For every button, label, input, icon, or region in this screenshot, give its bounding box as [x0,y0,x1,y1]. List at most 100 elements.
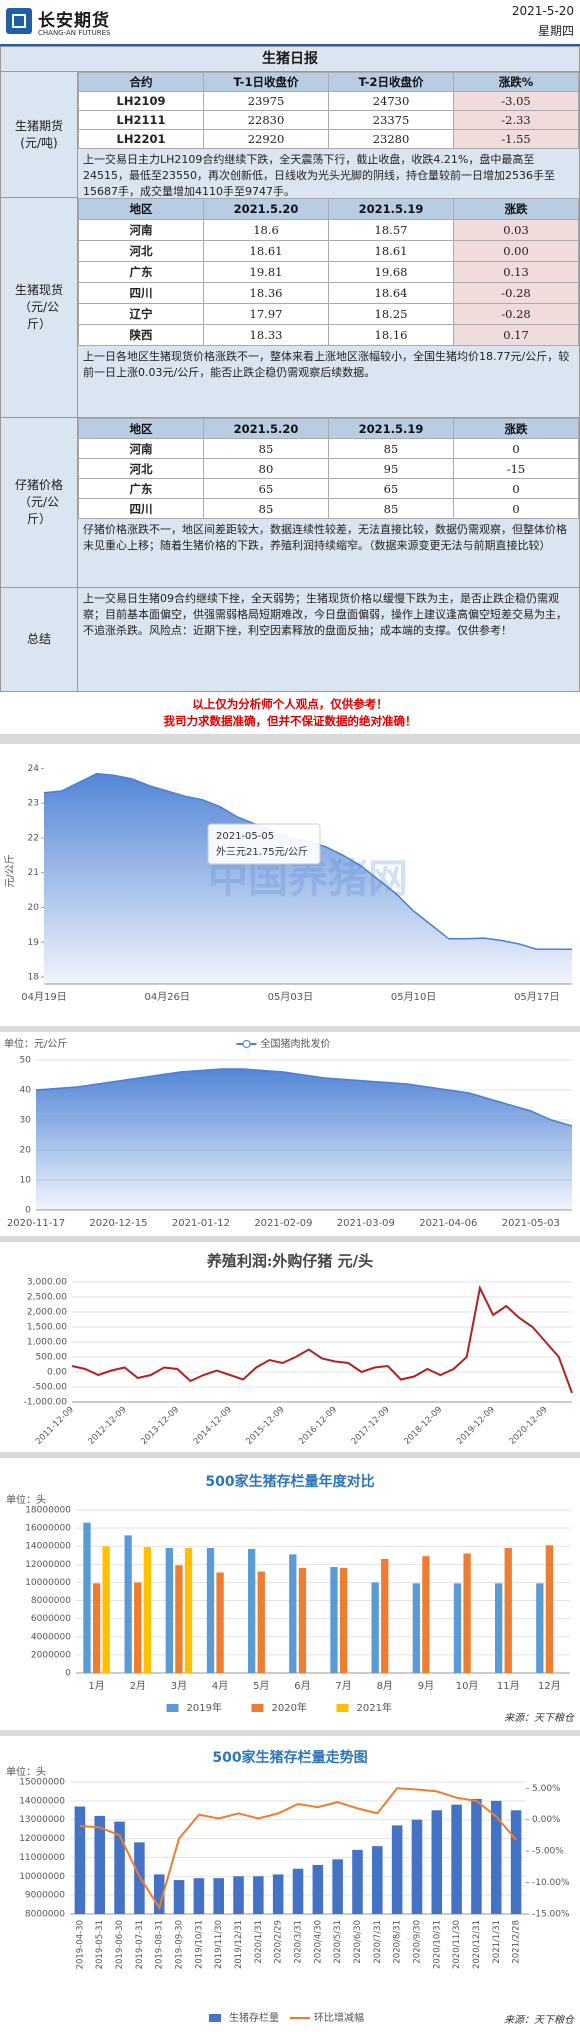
cell: 18.61 [203,240,329,262]
section-label: 生猪现货 （元/公 斤） [1,198,78,417]
row-label: LH2201 [78,129,204,149]
x-tick-label: 2021/2/28 [512,1920,522,1964]
cell: 0 [453,498,579,519]
cell: -0.28 [453,282,579,304]
tooltip-text: 外三元21.75元/公斤 [216,846,308,858]
x-tick-label: 2020/3/31 [294,1920,304,1964]
x-tick-label: 05月17日 [514,991,559,1003]
x-tick-label: 7月 [335,1680,351,1692]
column-header: T-1日收盘价 [203,72,329,92]
table-row: LH2201 22920 23280 -1.55 [78,129,579,149]
row-label: LH2109 [78,91,204,111]
bar [494,1583,503,1673]
y-tick-label: 18000000 [25,1506,71,1516]
y-tick-label: 13000000 [19,1815,65,1825]
table-row: 河南 18.6 18.57 0.03 [78,219,579,241]
column-header: 2021.5.20 [203,418,329,439]
x-tick-label: 2019-08-31 [155,1920,165,1969]
column-header: T-2日收盘价 [328,72,454,92]
y-tick-label: 18 [28,973,40,983]
bar [422,1556,430,1673]
x-tick-label: 2020/5/31 [333,1920,343,1964]
chart-title: 养殖利润:外购仔猪 元/头 [206,1252,373,1270]
x-tick-label: 6月 [294,1680,310,1692]
y-tick-label: 500.00 [36,1353,68,1363]
column-header: 涨跌 [453,418,579,439]
bar [332,1859,343,1914]
y-tick-label: 3,000.00 [27,1278,67,1288]
table-row: 河北 18.61 18.61 0.00 [78,240,579,262]
y-tick-label: 0 [25,1206,31,1216]
y-tick-label: 19 [28,938,40,948]
header-row: 地区 2021.5.20 2021.5.19 涨跌 [78,418,579,439]
x-tick-label: 2019/10/31 [194,1920,204,1969]
tooltip: 2021-05-05 外三元21.75元/公斤 [207,823,321,865]
x-tick-label: 2020/4/30 [313,1920,323,1964]
x-tick-label: 2013-12-09 [139,1405,181,1447]
section-body: 上一交易日生猪09合约继续下挫，全天弱势；生猪现货价格以缓慢下跌为主，是否止跌企… [78,588,579,691]
header: 长安期货 CHANG-AN FUTURES 2021-5-20 星期四 [0,0,580,46]
table-row: LH2109 23975 24730 -3.05 [78,91,579,111]
y-tick-label: 15000000 [19,1778,65,1788]
bar [536,1583,544,1673]
section-label: 总结 [1,588,78,691]
x-tick-label: 2011-12-09 [34,1405,76,1447]
row-label: 河北 [78,240,204,262]
bar [83,1522,91,1673]
table-row: 辽宁 17.97 18.25 -0.28 [78,303,579,325]
row-label: LH2111 [78,110,204,130]
bar [247,1548,256,1673]
bar [175,1565,183,1673]
y2-tick-label: -5.00% [532,1847,564,1857]
row-label: 辽宁 [78,303,204,325]
x-tick-label: 10月 [456,1680,479,1692]
x-tick-label: 2020/12/31 [472,1920,482,1969]
row-label: 广东 [78,478,204,499]
bar [411,1819,423,1914]
x-tick-label: 04月26日 [144,991,189,1003]
x-tick-label: 2018-12-09 [402,1405,444,1447]
y-tick-label: 24 [28,764,40,774]
cell: 19.81 [203,261,329,283]
bar [504,1548,512,1673]
bar [352,1849,363,1914]
area [36,1069,572,1210]
bar [292,1868,304,1914]
disclaimer: 以上仅为分析师个人观点，仅供参考！ 我司力求数据准确，但并不保证数据的绝对准确！ [0,692,580,734]
x-tick-label: 2019/11/30 [214,1920,224,1969]
legend-swatch [242,1040,251,1048]
cell: -2.33 [453,110,579,130]
row-label: 四川 [78,498,204,519]
x-tick-label: 2019-09-30 [175,1920,185,1969]
column-header: 合约 [78,72,204,92]
x-tick-label: 2021-05-03 [502,1218,560,1229]
y-axis-label: 元/公斤 [4,854,16,887]
y-tick-label: 10000000 [19,1872,65,1882]
legend-swatch [209,2014,221,2022]
bar [545,1545,554,1673]
row-label: 河南 [78,438,204,459]
bar [371,1582,379,1673]
x-tick-label: 2019-07-31 [135,1920,145,1969]
section: 仔猪价格 （元/公 斤） 地区 2021.5.20 2021.5.19 涨跌 河南 85 85… [0,418,580,588]
header-row: 合约 T-1日收盘价 T-2日收盘价 涨跌% [78,72,579,92]
bar [391,1825,403,1914]
data-table: 地区 2021.5.20 2021.5.19 涨跌 河南 18.6 18.57 0.03 河北 1… [78,198,579,346]
table-row: LH2111 22830 23375 -2.33 [78,110,579,130]
cell: 22920 [203,129,329,149]
table-row: 陕西 18.33 18.16 0.17 [78,324,579,346]
source: 来源：天下粮仓 [504,1712,575,1724]
cell: 65 [203,478,329,499]
cell: 22830 [203,110,329,130]
legend-label: 2021年 [357,1701,392,1714]
y-tick-label: 10000000 [25,1578,71,1588]
x-tick-label: 2019-04-30 [75,1920,85,1969]
table-row: 四川 85 85 0 [78,498,579,519]
bar [381,1558,389,1673]
unit-label: 单位：元/公斤 [4,1037,67,1050]
bar [92,1583,101,1673]
chart-title: 500家生猪存栏量走势图 [212,1749,367,1766]
bar [233,1876,244,1914]
y-tick-label: 12000000 [19,1834,65,1844]
bar [173,1880,185,1914]
